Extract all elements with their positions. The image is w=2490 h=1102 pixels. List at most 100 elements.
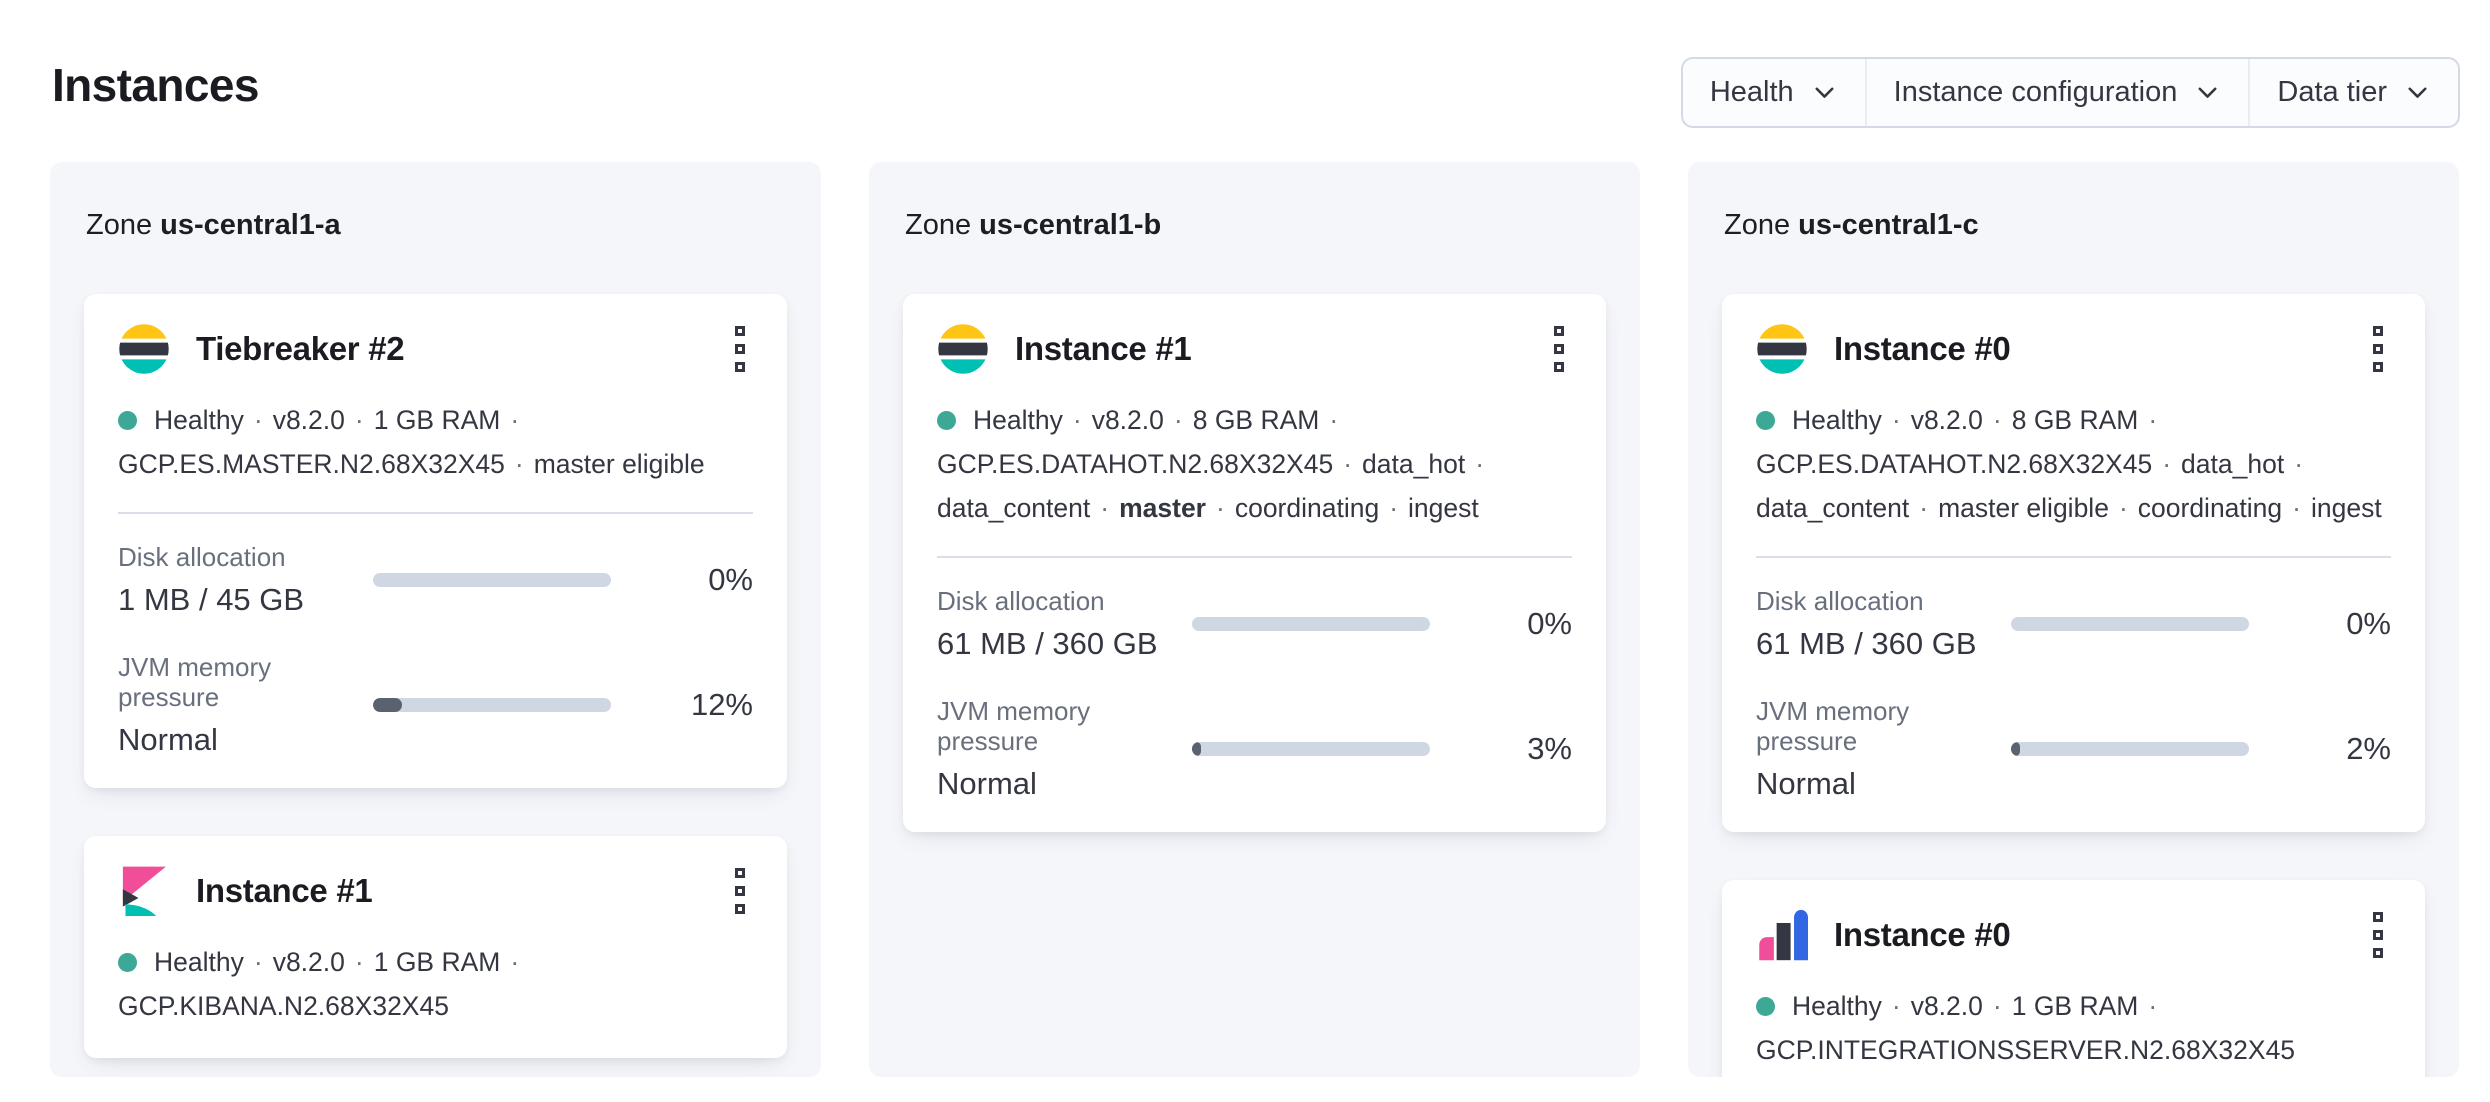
meta-text: 1 GB RAM xyxy=(373,405,501,435)
instance-card: Instance #1 Healthy · v8.2.0 · 1 GB RAM · GCP.K… xyxy=(84,836,787,1058)
meta-separator: · xyxy=(1992,991,2002,1021)
meta-text: v8.2.0 xyxy=(1091,405,1164,435)
metric-percent: 0% xyxy=(1527,606,1572,641)
meta-text: Healthy xyxy=(154,947,244,977)
meta-separator: · xyxy=(2148,991,2158,1021)
metric-row: JVM memory pressure Normal 12% xyxy=(118,652,753,758)
meta-separator: · xyxy=(2294,449,2304,479)
instance-metrics: Disk allocation 61 MB / 360 GB 0% JVM memor… xyxy=(937,586,1572,802)
meta-text: master eligible xyxy=(1938,493,2109,523)
metric-row: JVM memory pressure Normal 2% xyxy=(1756,696,2391,802)
metric-percent: 2% xyxy=(2346,731,2391,766)
progress-fill xyxy=(1192,742,1201,756)
kebab-dot xyxy=(1554,362,1564,372)
chevron-down-icon xyxy=(2198,87,2217,98)
meta-separator: · xyxy=(2118,493,2128,523)
metric-value: Normal xyxy=(937,766,1037,801)
kebab-dot xyxy=(735,344,745,354)
metric-label: Disk allocation xyxy=(1756,586,1924,616)
meta-separator: · xyxy=(253,405,263,435)
meta-text: Healthy xyxy=(1792,991,1882,1021)
instance-menu-button[interactable] xyxy=(727,320,753,378)
meta-separator: · xyxy=(510,947,520,977)
filter-button-instance-configuration[interactable]: Instance configuration xyxy=(1864,59,2249,126)
instance-card-header: Instance #0 xyxy=(1756,906,2391,964)
filter-button-label: Health xyxy=(1709,76,1794,108)
kebab-dot xyxy=(2373,344,2383,354)
kebab-dot xyxy=(2373,912,2383,922)
metric-percent: 0% xyxy=(708,562,753,597)
meta-text: v8.2.0 xyxy=(1910,405,1983,435)
metric-label: JVM memory pressure xyxy=(118,652,272,712)
meta-text: data_hot xyxy=(2181,449,2285,479)
meta-separator: · xyxy=(1072,405,1082,435)
instance-menu-button[interactable] xyxy=(1546,320,1572,378)
meta-text: data_content xyxy=(1756,493,1910,523)
kebab-dot xyxy=(735,362,745,372)
zone-label-prefix: Zone xyxy=(86,209,161,241)
filter-button-health[interactable]: Health xyxy=(1683,59,1865,126)
metric-row: Disk allocation 61 MB / 360 GB 0% xyxy=(937,586,1572,662)
kebab-dot xyxy=(735,326,745,336)
metric-row: JVM memory pressure Normal 3% xyxy=(937,696,1572,802)
instance-title: Instance #1 xyxy=(1015,330,1192,367)
meta-text: Healthy xyxy=(1792,405,1882,435)
instance-meta: Healthy · v8.2.0 · 8 GB RAM · GCP.ES.DATAHOT.N… xyxy=(937,398,1572,530)
instance-card-header: Tiebreaker #2 xyxy=(118,320,753,378)
instance-title: Instance #1 xyxy=(196,872,373,909)
progress-bar xyxy=(373,698,611,712)
meta-text: 1 GB RAM xyxy=(2011,991,2139,1021)
meta-separator: · xyxy=(354,405,364,435)
kebab-dot xyxy=(2373,948,2383,958)
zone-heading: Zone us-central1-a xyxy=(86,208,787,242)
zone-heading: Zone us-central1-c xyxy=(1724,208,2425,242)
instance-card: Tiebreaker #2 Healthy · v8.2.0 · 1 GB RAM · GCP… xyxy=(84,294,787,788)
elasticsearch-logo-icon xyxy=(118,323,170,375)
instance-menu-button[interactable] xyxy=(727,862,753,920)
instance-title: Tiebreaker #2 xyxy=(196,330,405,367)
meta-separator: · xyxy=(253,947,263,977)
instance-menu-button[interactable] xyxy=(2365,320,2391,378)
card-divider xyxy=(118,512,753,514)
instance-meta: Healthy · v8.2.0 · 1 GB RAM · GCP.ES.MASTER.N2… xyxy=(118,398,753,486)
meta-separator: · xyxy=(1389,493,1399,523)
instance-meta: Healthy · v8.2.0 · 1 GB RAM · GCP.KIBANA.N2.68… xyxy=(118,940,753,1028)
progress-fill xyxy=(373,698,402,712)
meta-text: ingest xyxy=(2310,493,2382,523)
instance-metrics: Disk allocation 1 MB / 45 GB 0% JVM memory … xyxy=(118,542,753,758)
progress-fill xyxy=(2011,742,2020,756)
kebab-dot xyxy=(1554,326,1564,336)
kebab-dot xyxy=(735,904,745,914)
filter-button-label: Data tier xyxy=(2277,76,2387,108)
metric-value: 61 MB / 360 GB xyxy=(1756,626,1977,661)
progress-bar xyxy=(1192,617,1430,631)
metric-row: Disk allocation 1 MB / 45 GB 0% xyxy=(118,542,753,618)
instance-title: Instance #0 xyxy=(1834,330,2011,367)
metric-value: Normal xyxy=(118,722,218,757)
meta-separator: · xyxy=(1891,405,1901,435)
instance-menu-button[interactable] xyxy=(2365,906,2391,964)
meta-separator: · xyxy=(1216,493,1225,523)
meta-text: master eligible xyxy=(533,449,705,479)
metric-info: JVM memory pressure Normal xyxy=(1756,696,2011,802)
zone-panel: Zone us-central1-a Tiebreaker #2 Healthy ·… xyxy=(50,162,821,1077)
meta-text: GCP.ES.MASTER.N2.68X32X45 xyxy=(118,449,505,479)
zones-container: Zone us-central1-a Tiebreaker #2 Healthy ·… xyxy=(50,162,2459,1077)
metric-percent: 12% xyxy=(690,687,753,722)
kebab-dot xyxy=(1554,344,1564,354)
meta-separator: · xyxy=(1919,493,1929,523)
zone-panel: Zone us-central1-b Instance #1 Healthy · v8… xyxy=(869,162,1640,1077)
kibana-logo-icon xyxy=(118,865,170,917)
instance-card-header: Instance #0 xyxy=(1756,320,2391,378)
progress-bar xyxy=(1192,742,1430,756)
instance-card: Instance #0 Healthy · v8.2.0 · 8 GB RAM · GCP.E… xyxy=(1722,294,2425,832)
metric-value: Normal xyxy=(1756,766,1856,801)
meta-text: v8.2.0 xyxy=(1910,991,1983,1021)
health-status-dot xyxy=(1756,997,1775,1016)
metric-info: JVM memory pressure Normal xyxy=(118,652,373,758)
zone-panel: Zone us-central1-c Instance #0 Healthy · v8… xyxy=(1688,162,2459,1077)
filter-button-data-tier[interactable]: Data tier xyxy=(2248,59,2458,126)
chevron-down-icon xyxy=(1815,87,1834,98)
meta-separator: · xyxy=(2148,405,2158,435)
instance-card: Instance #0 Healthy · v8.2.0 · 1 GB RAM · GCP.I… xyxy=(1722,880,2425,1077)
